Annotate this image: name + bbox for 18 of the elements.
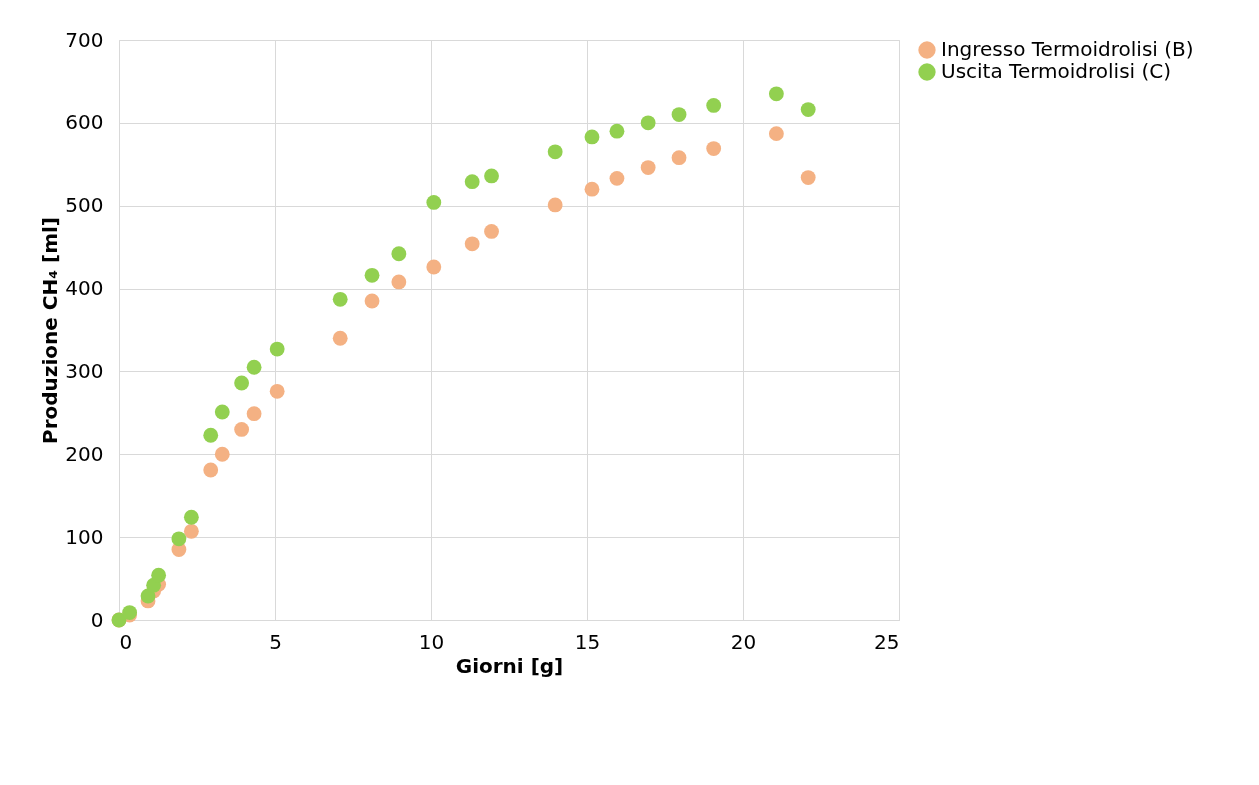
x-tick-label: 25: [874, 629, 900, 654]
legend-label: Ingresso Termoidrolisi (B): [941, 37, 1194, 61]
x-tick-label: 20: [730, 629, 757, 654]
y-tick-label: 400: [65, 276, 104, 301]
y-tick-label: 300: [65, 358, 104, 383]
y-tick-label: 0: [90, 607, 104, 632]
x-tick-label: 15: [574, 629, 601, 654]
x-tick-label: 5: [269, 629, 282, 654]
y-tick-label: 600: [65, 110, 104, 135]
y-tick-label: 500: [65, 193, 104, 218]
y-tick-label: 100: [65, 524, 104, 549]
x-tick-label: 0: [119, 629, 133, 654]
legend-label: Uscita Termoidrolisi (C): [941, 59, 1172, 83]
y-axis-title: Produzione CH₄ [ml]: [38, 217, 63, 444]
y-tick-label: 700: [65, 27, 104, 52]
y-tick-label: 200: [65, 441, 104, 466]
x-axis-title: Giorni [g]: [455, 653, 564, 678]
x-tick-label: 10: [418, 629, 445, 654]
